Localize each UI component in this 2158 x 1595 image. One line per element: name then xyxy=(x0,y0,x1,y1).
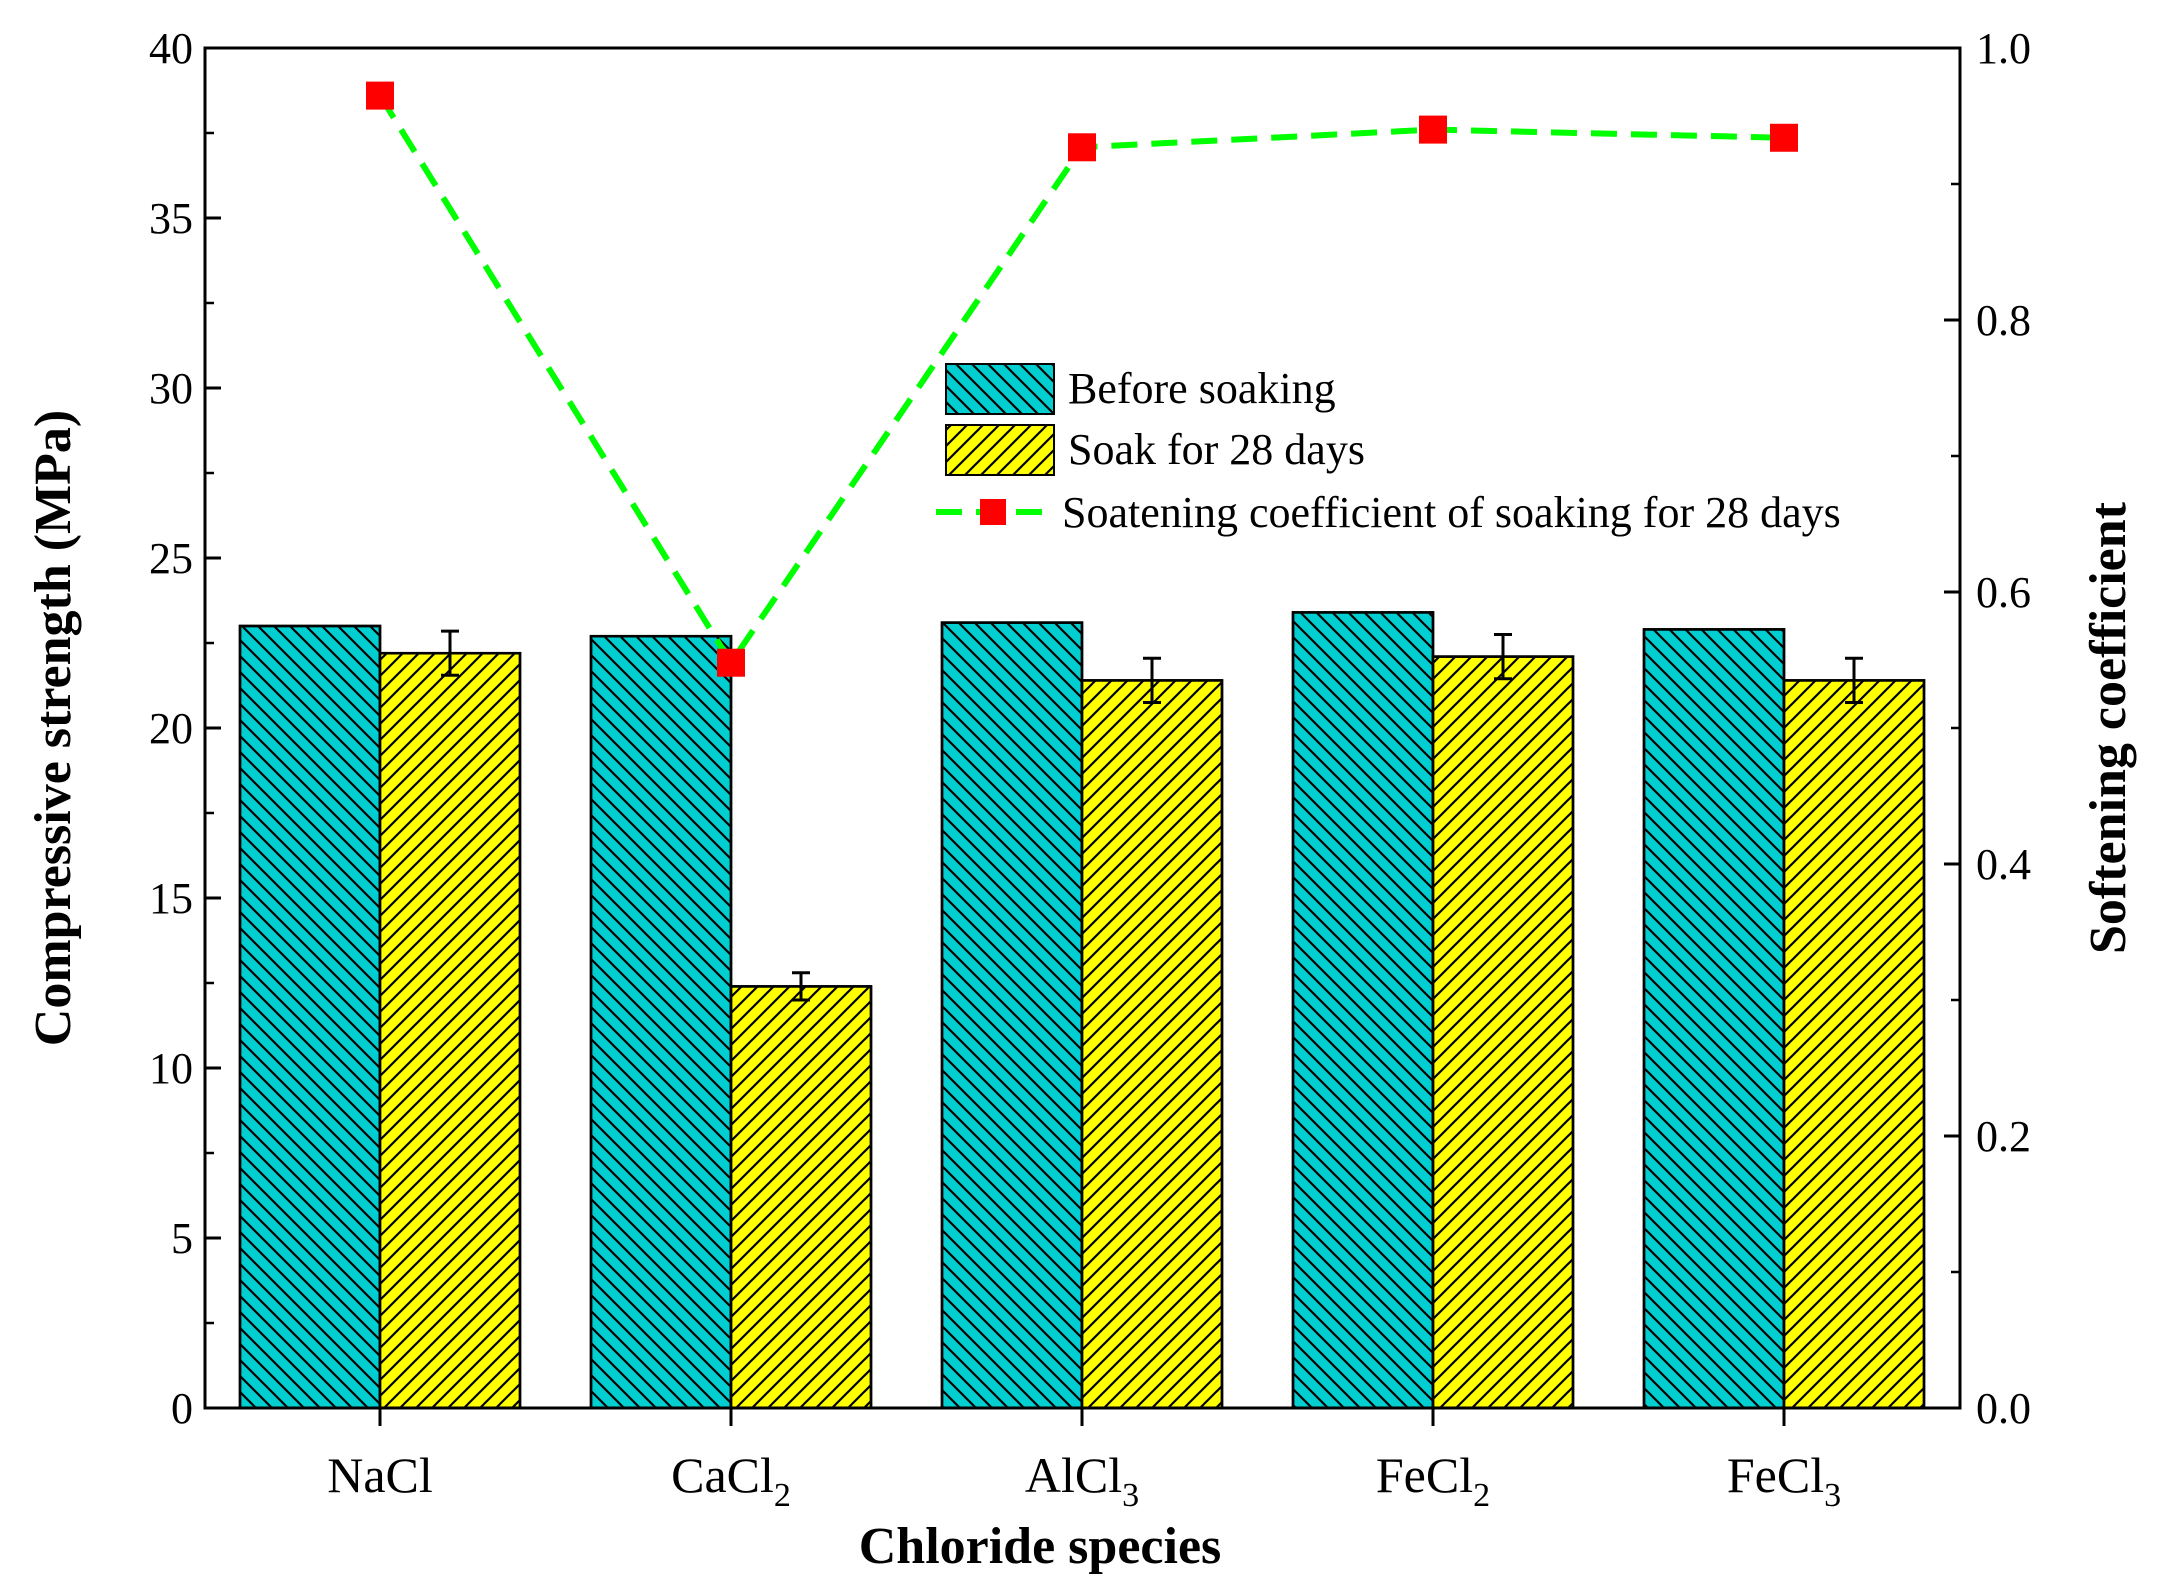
bar-hatch-0-4 xyxy=(1642,628,1786,1410)
x-tick-label-2: AlCl3 xyxy=(1025,1447,1139,1514)
legend-label-before-soaking: Before soaking xyxy=(1068,364,1336,413)
bar-hatch-0-1 xyxy=(589,634,733,1410)
x-tick-label-3: FeCl2 xyxy=(1376,1447,1490,1514)
y-tick-label: 25 xyxy=(149,534,193,583)
y2-tick-label: 1.0 xyxy=(1976,24,2031,73)
y-tick-label: 30 xyxy=(149,364,193,413)
legend-marker-softening xyxy=(980,499,1006,525)
bar-hatch-1-0 xyxy=(378,651,522,1410)
x-tick-label-1: CaCl2 xyxy=(671,1447,791,1514)
y-tick-label: 10 xyxy=(149,1044,193,1093)
bar-hatch-1-3 xyxy=(1431,655,1575,1410)
y2-tick-label: 0.8 xyxy=(1976,296,2031,345)
y-tick-label: 20 xyxy=(149,704,193,753)
x-axis-title: Chloride species xyxy=(859,1518,1222,1575)
y2-tick-label: 0.0 xyxy=(1976,1384,2031,1433)
legend-label-soak-28-days: Soak for 28 days xyxy=(1068,425,1365,474)
bar-hatch-1-1 xyxy=(729,985,873,1410)
softening-marker-2 xyxy=(1068,133,1096,162)
y-tick-label: 35 xyxy=(149,194,193,243)
y-tick-label: 15 xyxy=(149,874,193,923)
y2-tick-label: 0.4 xyxy=(1976,840,2031,889)
bar-hatch-0-3 xyxy=(1291,611,1435,1410)
x-tick-label-0: NaCl xyxy=(327,1447,433,1503)
y-tick-label: 0 xyxy=(171,1384,193,1433)
softening-marker-0 xyxy=(366,81,394,110)
y-tick-label: 5 xyxy=(171,1214,193,1263)
bar-hatch-0-0 xyxy=(238,624,382,1410)
softening-marker-1 xyxy=(717,648,745,677)
bar-hatch-1-4 xyxy=(1782,679,1926,1410)
softening-marker-3 xyxy=(1419,115,1447,144)
x-tick-label-4: FeCl3 xyxy=(1727,1447,1841,1514)
legend: Before soaking Soak for 28 days Soatenin… xyxy=(936,363,1841,537)
bar-hatch-1-2 xyxy=(1080,679,1224,1410)
y-tick-label: 40 xyxy=(149,24,193,73)
softening-marker-4 xyxy=(1770,123,1798,152)
y2-tick-label: 0.2 xyxy=(1976,1112,2031,1161)
y2-tick-label: 0.6 xyxy=(1976,568,2031,617)
legend-label-softening: Soatening coefficient of soaking for 28 … xyxy=(1062,488,1841,537)
y-axis-title: Compressive strength (MPa) xyxy=(25,410,82,1046)
bar-hatch-0-2 xyxy=(940,621,1084,1410)
y2-axis-title: Softening coefficient xyxy=(2080,501,2137,954)
